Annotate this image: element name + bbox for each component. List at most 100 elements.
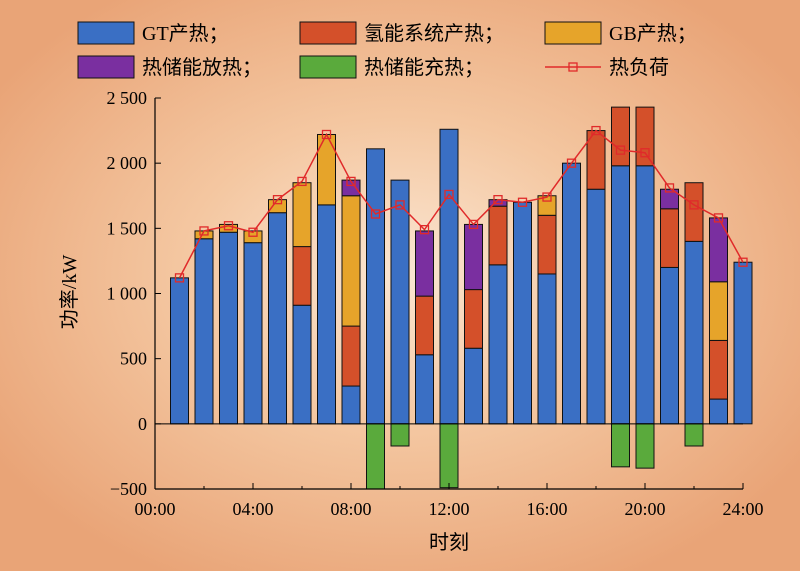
legend-label: 热储能放热；: [142, 56, 262, 79]
bar-segment: [439, 423, 459, 489]
bar-segment: [488, 264, 508, 425]
x-tick-label: 04:00: [232, 499, 273, 519]
heat-load-point: [713, 213, 724, 223]
heat-load-point: [321, 129, 332, 140]
bar-segment: [611, 106, 630, 167]
heat-load-point: [272, 195, 283, 205]
bar-segment: [660, 208, 679, 268]
bar-segment: [709, 281, 728, 341]
bar-segment: [488, 205, 508, 266]
y-tick-label: 500: [120, 349, 147, 369]
y-tick-label: −500: [110, 479, 147, 499]
bar-segment: [684, 423, 704, 447]
legend-label: 热负荷: [609, 56, 669, 79]
heat-load-point: [174, 273, 185, 283]
heat-load-point: [395, 200, 405, 210]
legend-label: 热储能充热；: [364, 56, 484, 79]
bar-segment: [635, 423, 655, 469]
heat-load-point: [419, 224, 430, 235]
bar-segment: [243, 242, 263, 425]
bar-segment: [292, 182, 312, 248]
x-tick-label: 24:00: [722, 499, 763, 519]
y-tick-label: 1 500: [107, 218, 148, 238]
y-tick-label: 1 000: [107, 284, 148, 304]
bar-segment: [660, 188, 679, 210]
x-tick-label: 20:00: [624, 499, 665, 519]
bar-segment: [317, 204, 336, 425]
heat-load-point: [493, 195, 503, 205]
heat-load-point: [640, 148, 650, 158]
y-tick-label: 2 500: [107, 88, 148, 108]
bar-segment: [684, 182, 704, 242]
x-axis-label: 时刻: [429, 531, 469, 554]
legend: GT产热； 氢能系统产热； GB产热； 热储能放热； 热储能充热； 热负荷: [77, 21, 697, 79]
bar-segment: [366, 148, 385, 425]
y-tick-label: 2 000: [107, 153, 148, 173]
legend-label: GT产热；: [142, 22, 229, 45]
bar-segment: [268, 199, 287, 214]
heat-load-point: [370, 209, 381, 219]
bar-segment: [635, 165, 655, 425]
heat-load-point: [199, 226, 209, 236]
bar-segment: [709, 217, 728, 283]
bar-segment: [611, 165, 630, 425]
bar-segment: [513, 201, 532, 425]
legend-label: 氢能系统产热；: [364, 22, 504, 45]
y-tick-label: 0: [138, 414, 147, 434]
bar-segment: [268, 212, 287, 425]
legend-swatch: [77, 21, 135, 45]
bar-segment: [562, 162, 581, 425]
bar-segment: [464, 223, 483, 291]
bar-segment: [341, 325, 361, 387]
x-tick-label: 00:00: [134, 499, 175, 519]
bar-segment: [219, 231, 238, 425]
bar-segment: [390, 423, 410, 447]
bar-segment: [341, 195, 361, 327]
bar-segment: [390, 179, 410, 425]
bar-segment: [733, 261, 753, 425]
bar-segment: [611, 423, 630, 468]
bar-segment: [586, 188, 606, 425]
bar-segment: [366, 423, 385, 490]
heat-load-point: [297, 176, 307, 187]
bar-segment: [464, 289, 483, 349]
heat-load-line: [178, 129, 744, 279]
bar-segment: [537, 273, 557, 425]
bar-segment: [464, 347, 483, 425]
heat-load-point: [444, 189, 454, 200]
legend-swatch: [299, 55, 357, 79]
bar-segment: [709, 339, 728, 400]
bar-segment: [439, 128, 459, 425]
bar-segment: [660, 266, 679, 425]
y-axis-label: 功率/kW: [58, 255, 81, 330]
heat-load-point: [591, 125, 601, 136]
x-tick-label: 16:00: [526, 499, 567, 519]
bar-segment: [170, 277, 189, 425]
bar-segment: [194, 238, 214, 425]
heat-load-point: [615, 145, 626, 155]
heat-load-point: [664, 183, 675, 193]
heat-load-point: [566, 158, 577, 168]
bar-segment: [709, 398, 728, 425]
bar-segment: [415, 354, 434, 425]
heat-load-point: [346, 176, 356, 187]
heat-load-point: [223, 221, 234, 231]
bar-segment: [537, 214, 557, 275]
legend-label: GB产热；: [609, 22, 697, 45]
axes: −500 0 500 1 000 1 500 2 000 2 500 00:00 04:00 08…: [107, 88, 764, 519]
legend-swatch: [77, 55, 135, 79]
bar-segment: [684, 240, 704, 425]
legend-swatch: [544, 21, 602, 45]
bar-segment: [415, 295, 434, 356]
heat-load-point: [517, 197, 528, 207]
heat-load-point: [542, 192, 552, 202]
plot-area: [170, 106, 753, 490]
heat-load-point: [468, 219, 479, 230]
heat-load-point: [689, 200, 699, 210]
x-tick-label: 08:00: [330, 499, 371, 519]
x-tick-label: 12:00: [428, 499, 469, 519]
bar-segment: [292, 246, 312, 306]
heat-load-point: [248, 227, 258, 237]
bar-segment: [341, 385, 361, 425]
